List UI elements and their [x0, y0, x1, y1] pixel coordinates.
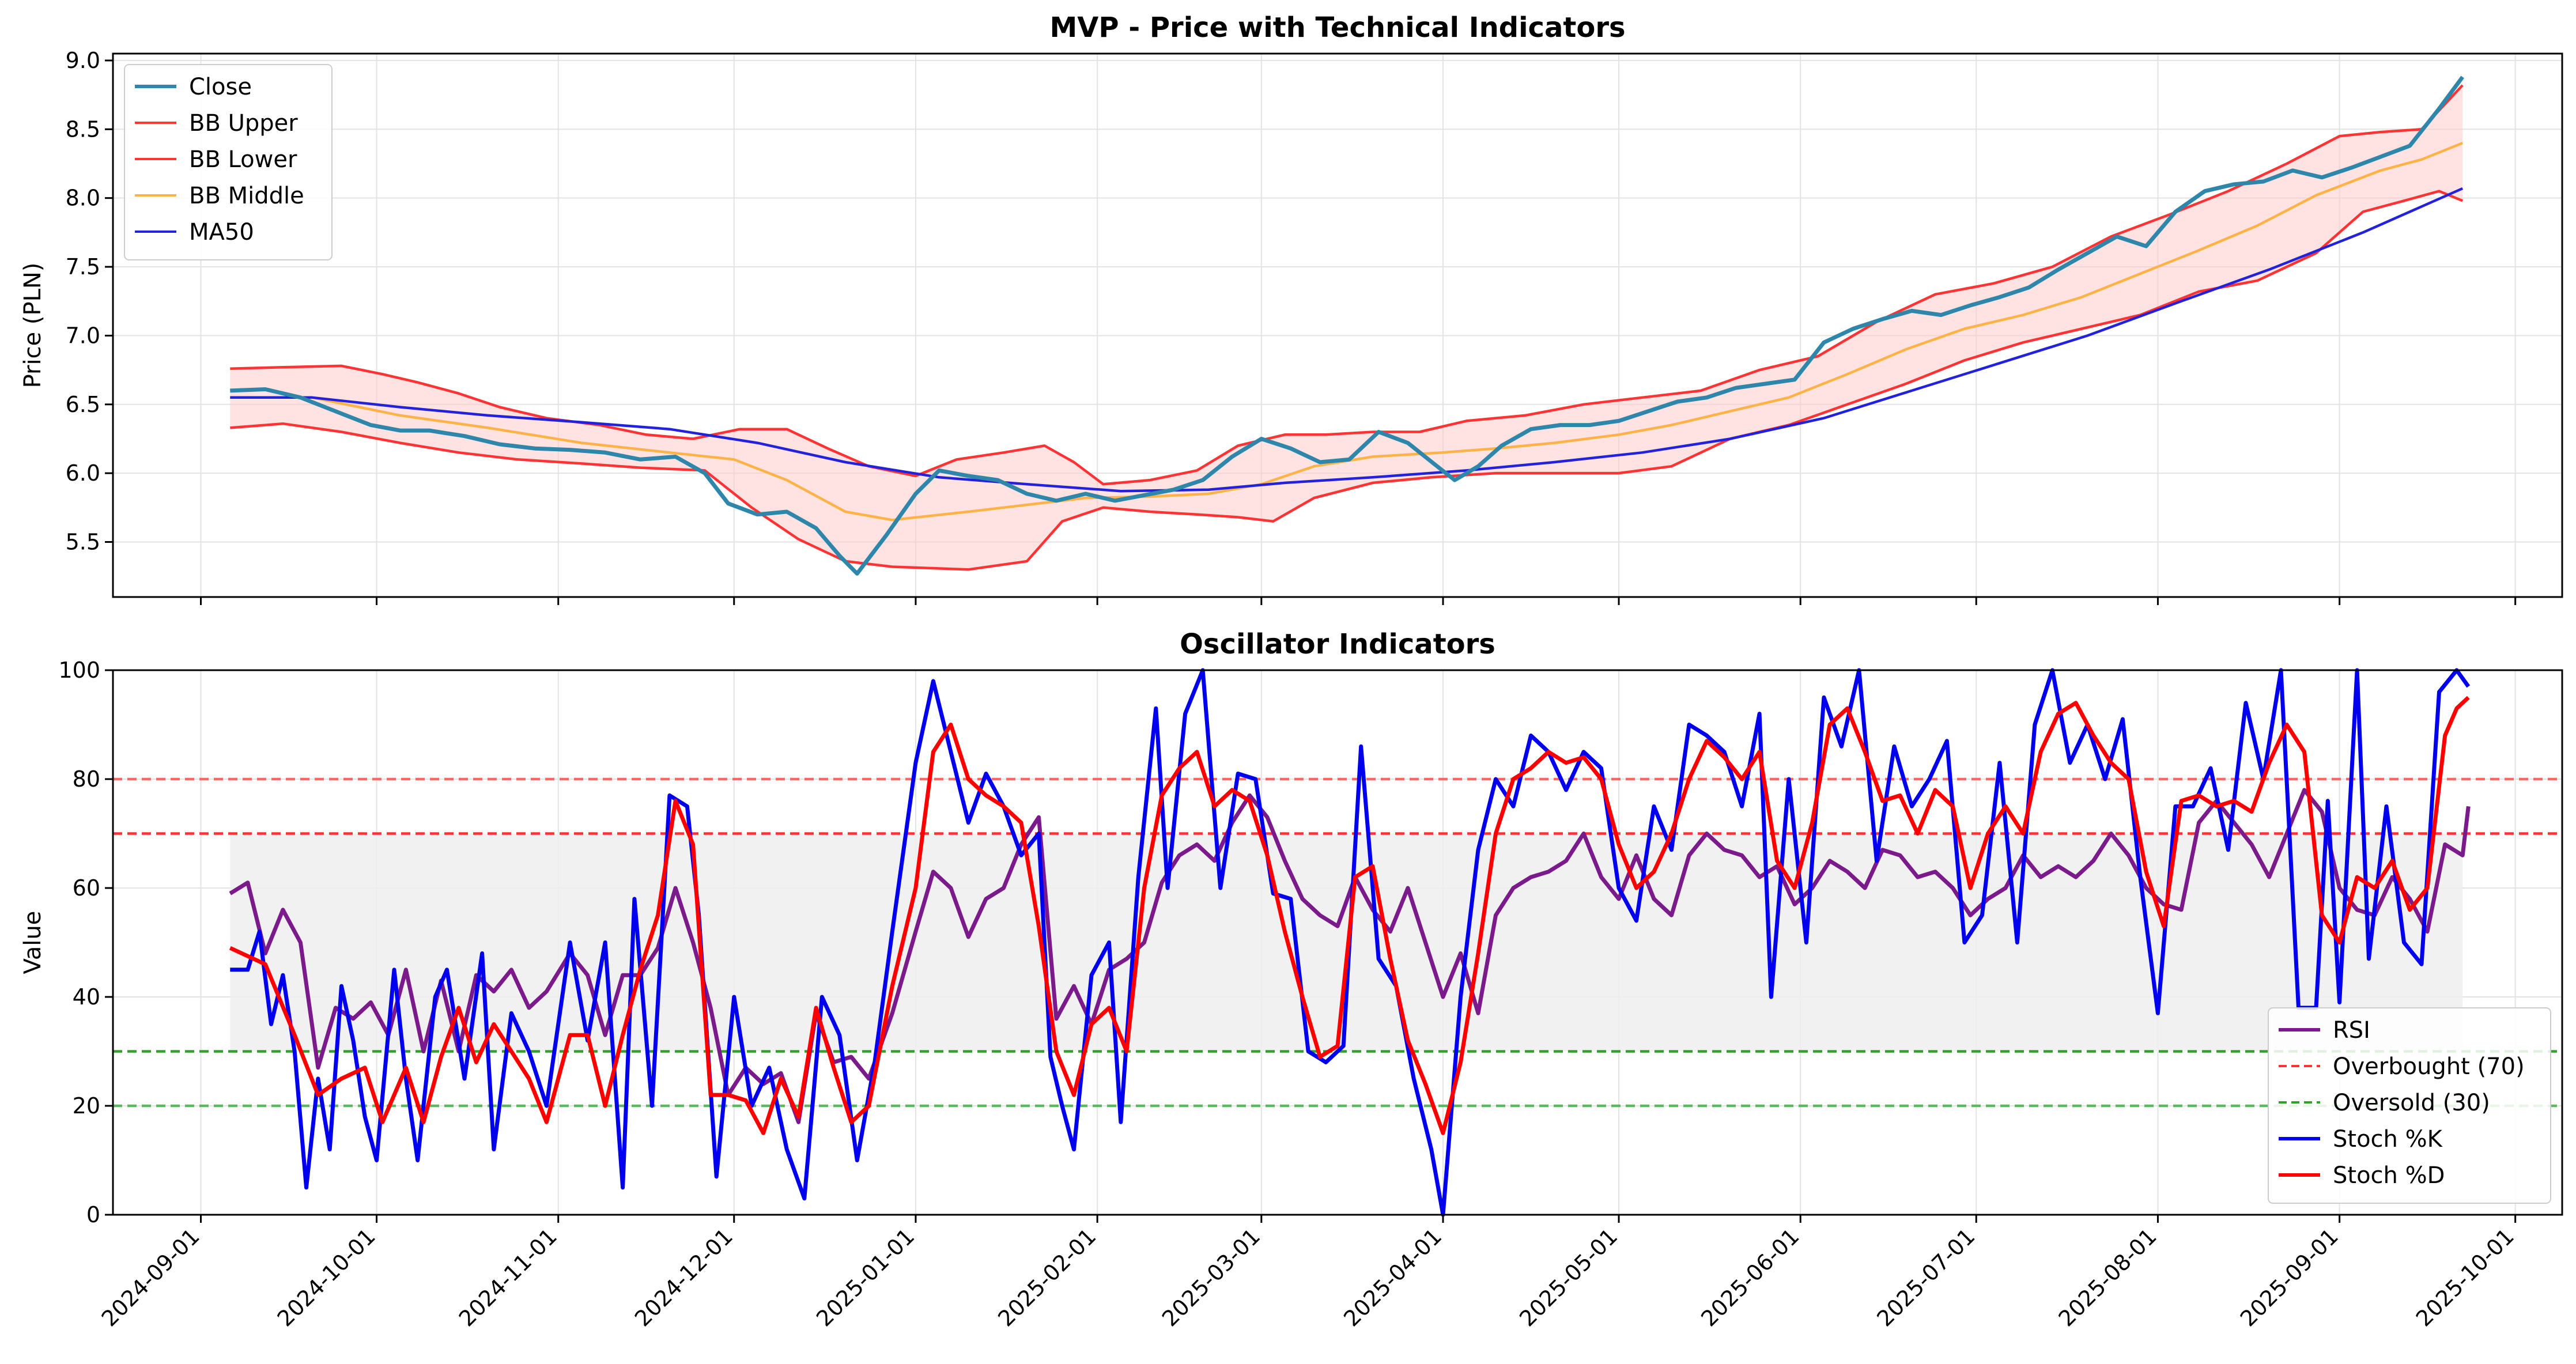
legend-label: BB Lower: [189, 146, 297, 173]
x-tick-label: 2024-12-01: [630, 1223, 738, 1331]
oscillator-y-tick-label: 20: [73, 1093, 100, 1119]
price-y-tick-label: 7.0: [66, 323, 100, 348]
price-panel: 5.5 6.0 6.5 7.0 7.5 8.0 8.5 9.0 MVP - Price wit…: [20, 12, 2563, 605]
price-y-tick-label: 7.5: [66, 254, 100, 279]
x-tick-label: 2025-01-01: [811, 1223, 919, 1331]
oscillator-y-tick-label: 0: [86, 1202, 100, 1227]
series-line-close: [230, 75, 2465, 576]
x-tick-label: 2024-11-01: [454, 1223, 562, 1331]
x-tick-label: 2025-10-01: [2411, 1223, 2519, 1331]
oscillator-chart-title: Oscillator Indicators: [1180, 628, 1495, 660]
price-y-tick-label: 6.5: [66, 392, 100, 417]
x-tick-label: 2025-08-01: [2054, 1223, 2162, 1331]
price-chart-title: MVP - Price with Technical Indicators: [1049, 12, 1625, 44]
oscillator-panel: 2024-09-01 2024-10-01 2024-11-01 2024-12-01…: [20, 628, 2563, 1332]
series-line-ma50: [230, 187, 2464, 493]
legend-box: [124, 64, 333, 260]
series-line-stoch-d: [229, 696, 2470, 1135]
series-line-bb-middle: [230, 142, 2464, 522]
price-y-tick-label: 6.0: [66, 460, 100, 486]
series-line-rsi: [229, 788, 2471, 1124]
price-grid: [113, 54, 2562, 597]
x-tick-label: 2025-03-01: [1157, 1223, 1265, 1331]
legend-label: Stoch %K: [2333, 1126, 2443, 1153]
price-y-tick-label: 5.5: [66, 530, 100, 555]
price-y-tick-label: 9.0: [66, 48, 100, 73]
legend-label: Stoch %D: [2333, 1162, 2445, 1189]
bollinger-band-fill: [230, 85, 2463, 570]
oscillator-y-tick-label: 100: [58, 658, 100, 683]
price-legend: Close BB Upper BB Lower BB Middle MA50: [124, 64, 333, 260]
legend-label: BB Middle: [189, 183, 304, 209]
oscillator-axes-frame: [112, 669, 2563, 1216]
legend-label: BB Upper: [189, 110, 298, 137]
x-tick-label: 2025-02-01: [993, 1223, 1101, 1331]
x-tick-label: 2025-09-01: [2235, 1223, 2343, 1331]
price-ticks: 5.5 6.0 6.5 7.0 7.5 8.0 8.5 9.0: [66, 48, 2517, 605]
series-line-stoch-k: [230, 668, 2471, 1217]
x-tick-label: 2024-09-01: [97, 1223, 205, 1331]
legend-label: Oversold (30): [2333, 1090, 2490, 1116]
legend-label: RSI: [2333, 1017, 2370, 1044]
price-series: [230, 75, 2465, 576]
oscillator-y-tick-label: 40: [73, 984, 100, 1010]
x-tick-label: 2024-10-01: [273, 1223, 380, 1331]
x-tick-label: 2025-04-01: [1339, 1223, 1446, 1331]
oscillator-series: [229, 668, 2471, 1217]
legend-label: Overbought (70): [2333, 1053, 2525, 1080]
x-tick-label: 2025-05-01: [1514, 1223, 1622, 1331]
legend-label: MA50: [189, 219, 254, 245]
price-y-tick-label: 8.0: [66, 186, 100, 211]
legend-label: Close: [189, 74, 252, 100]
legend-box: [2268, 1007, 2551, 1204]
price-axes-frame: [112, 52, 2563, 598]
x-tick-label: 2025-07-01: [1872, 1223, 1980, 1331]
oscillator-legend: RSI Overbought (70) Oversold (30) Stoch %K S…: [2268, 1007, 2551, 1204]
oscillator-y-tick-label: 80: [73, 766, 100, 792]
oscillator-y-axis-label: Value: [20, 911, 46, 974]
x-tick-label: 2025-06-01: [1696, 1223, 1804, 1331]
oscillator-y-tick-label: 60: [73, 875, 100, 901]
price-y-axis-label: Price (PLN): [20, 263, 46, 388]
price-y-tick-label: 8.5: [66, 116, 100, 142]
